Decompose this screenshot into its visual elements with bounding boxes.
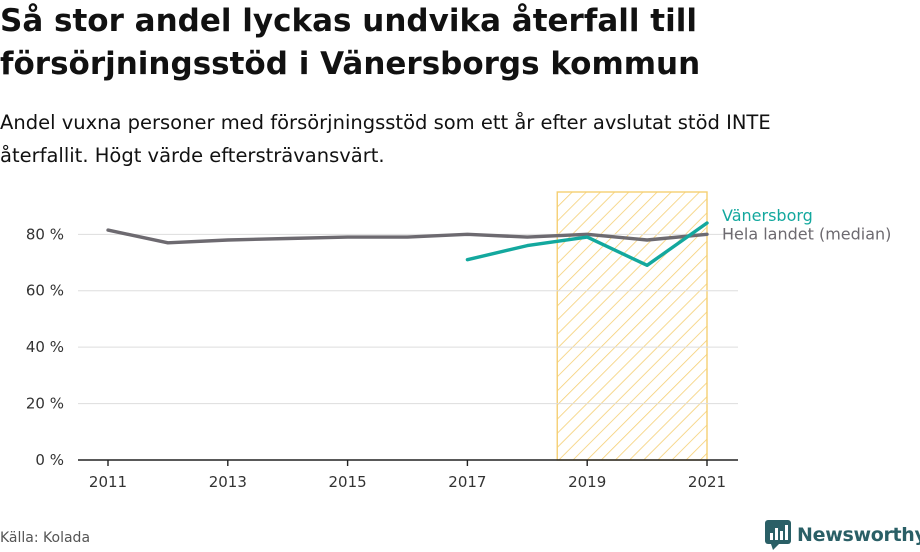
chart-bubble-icon <box>765 520 791 550</box>
chart-subtitle-line-1: Andel vuxna personer med försörjningsstö… <box>0 111 771 134</box>
y-tick-label-40: 40 % <box>26 338 64 356</box>
x-tick-label-2011: 2011 <box>89 473 127 491</box>
chart-title-line-2: försörjningsstöd i Vänersborgs kommun <box>0 46 701 82</box>
y-tick-label-0: 0 % <box>35 451 64 469</box>
x-tick-label-2013: 2013 <box>209 473 247 491</box>
y-tick-label-60: 60 % <box>26 282 64 300</box>
chart-subtitle-line-2: återfallit. Högt värde eftersträvansvärt… <box>0 144 385 167</box>
series-line-hela-landet <box>106 228 709 245</box>
x-tick-label-2015: 2015 <box>329 473 367 491</box>
highlight-period <box>556 191 708 461</box>
x-tick-label-2019: 2019 <box>568 473 606 491</box>
x-tick-label-2017: 2017 <box>448 473 486 491</box>
brand-name: Newsworthy <box>797 524 920 546</box>
source-note: Källa: Kolada <box>0 530 91 546</box>
series-line-vanersborg <box>465 221 709 267</box>
y-tick-label-80: 80 % <box>26 225 64 243</box>
y-tick-label-20: 20 % <box>26 395 64 413</box>
newsworthy-logo: Newsworthy <box>765 520 920 550</box>
chart-subtitle: Andel vuxna personer med försörjningsstö… <box>0 106 900 172</box>
series-label-vanersborg: Vänersborg <box>722 206 813 225</box>
chart-title-line-1: Så stor andel lyckas undvika återfall ti… <box>0 3 697 39</box>
series-label-hela-landet: Hela landet (median) <box>722 224 891 243</box>
chart-title: Så stor andel lyckas undvika återfall ti… <box>0 0 900 86</box>
x-tick-label-2021: 2021 <box>688 473 726 491</box>
